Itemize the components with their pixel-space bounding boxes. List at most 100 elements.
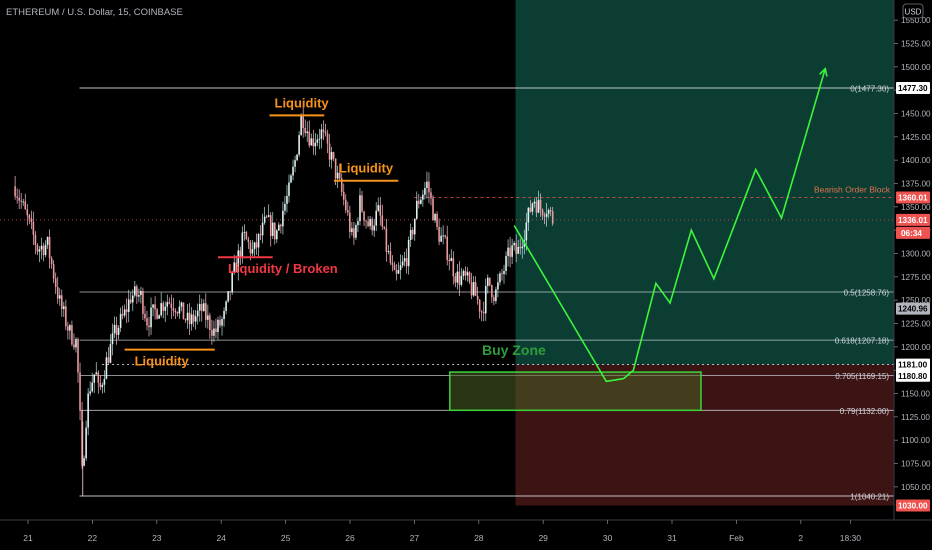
candle — [24, 193, 27, 210]
candle — [539, 193, 542, 217]
candle — [192, 309, 195, 328]
candle — [40, 237, 43, 260]
price-axis[interactable]: 1050.001075.001100.001125.001150.001175.… — [893, 0, 932, 550]
candle — [361, 190, 363, 213]
candle — [375, 202, 378, 232]
candle — [156, 307, 158, 320]
fib-label-1: 1(1040.21) — [850, 493, 889, 502]
price-badge: 1180.80 — [896, 369, 930, 382]
candle — [381, 204, 384, 230]
candle — [332, 151, 335, 162]
candle — [411, 227, 414, 240]
candle — [452, 251, 455, 285]
candle — [464, 266, 467, 281]
countdown-badge-box — [896, 226, 930, 239]
candle — [385, 218, 388, 262]
candle — [50, 256, 53, 269]
fib-label-0: 0(1477.30) — [850, 85, 889, 94]
candle — [493, 294, 495, 306]
time-tick-label: Feb — [729, 533, 744, 543]
time-tick-label: 22 — [88, 533, 98, 543]
candle — [73, 333, 75, 350]
candle — [247, 236, 250, 250]
candle — [363, 210, 365, 227]
candle — [276, 228, 278, 243]
price-tick-label: 1450.00 — [901, 109, 931, 118]
candle — [77, 337, 79, 383]
candle — [174, 308, 177, 319]
svg-text:1240.96: 1240.96 — [898, 305, 928, 314]
candle — [140, 286, 142, 304]
candle — [505, 251, 507, 276]
candle — [28, 213, 31, 225]
candle — [420, 196, 422, 205]
candle — [261, 213, 264, 244]
candle — [391, 255, 394, 272]
candle — [478, 298, 481, 319]
candle — [474, 276, 477, 297]
candle — [484, 278, 487, 321]
candle — [158, 314, 160, 319]
candle — [123, 304, 126, 318]
candle — [436, 211, 438, 231]
price-tick-label: 1300.00 — [901, 250, 931, 259]
candle — [418, 193, 420, 209]
candle — [529, 199, 532, 213]
price-badge: 1240.96 — [896, 302, 930, 315]
candle — [168, 297, 171, 305]
candle — [454, 272, 457, 288]
svg-text:1181.00: 1181.00 — [898, 361, 928, 370]
candle — [117, 325, 120, 340]
candle — [434, 212, 436, 224]
candle — [121, 305, 124, 320]
currency-badge[interactable]: USD — [905, 8, 922, 17]
time-tick-label: 27 — [410, 533, 420, 543]
candle — [269, 212, 272, 247]
price-badge: 1360.01 — [896, 191, 930, 204]
candle — [521, 240, 524, 259]
candle — [424, 181, 426, 200]
liquidity-label-3: Liquidity — [135, 354, 190, 369]
time-tick-label: 31 — [667, 533, 677, 543]
candle — [54, 272, 57, 294]
price-tick-label: 1150.00 — [901, 390, 930, 399]
candle — [326, 129, 329, 154]
candle — [393, 261, 396, 271]
candle — [448, 254, 451, 271]
currency-badge-box[interactable] — [902, 3, 924, 19]
price-tick-label: 1100.00 — [901, 436, 930, 445]
candle — [383, 226, 386, 230]
annotations: Liquidity Liquidity Liquidity / Broken Liqu… — [124, 67, 891, 412]
candle — [308, 120, 311, 148]
candle — [146, 310, 148, 331]
candle — [300, 113, 302, 136]
candle — [180, 301, 183, 312]
candle — [314, 133, 317, 156]
candle — [81, 401, 83, 469]
svg-text:1360.01: 1360.01 — [898, 193, 928, 202]
fib-label-0.5: 0.5(1258.76) — [844, 288, 890, 297]
candle — [543, 212, 546, 225]
candle — [32, 211, 35, 246]
candle — [409, 223, 412, 247]
candle — [357, 217, 359, 233]
candle — [324, 123, 327, 137]
price-tick-label: 1375.00 — [901, 179, 931, 188]
candle — [292, 159, 294, 181]
svg-text:1180.80: 1180.80 — [898, 372, 928, 381]
time-tick-label: 26 — [345, 533, 355, 543]
candle — [219, 315, 221, 328]
candle — [38, 246, 41, 263]
candle — [499, 271, 501, 286]
candle — [551, 206, 554, 226]
candle — [302, 105, 304, 138]
candle — [152, 304, 154, 317]
time-tick-label: 30 — [603, 533, 613, 543]
candle — [65, 299, 67, 331]
time-axis[interactable]: 21 22 23 24 25 26 27 28 29 30 31 Feb 2 18:30 — [0, 519, 932, 550]
fib-label-0.705: 0.705(1169.15) — [835, 372, 889, 381]
candle — [460, 267, 463, 287]
candle — [273, 222, 276, 245]
candle — [154, 296, 156, 320]
